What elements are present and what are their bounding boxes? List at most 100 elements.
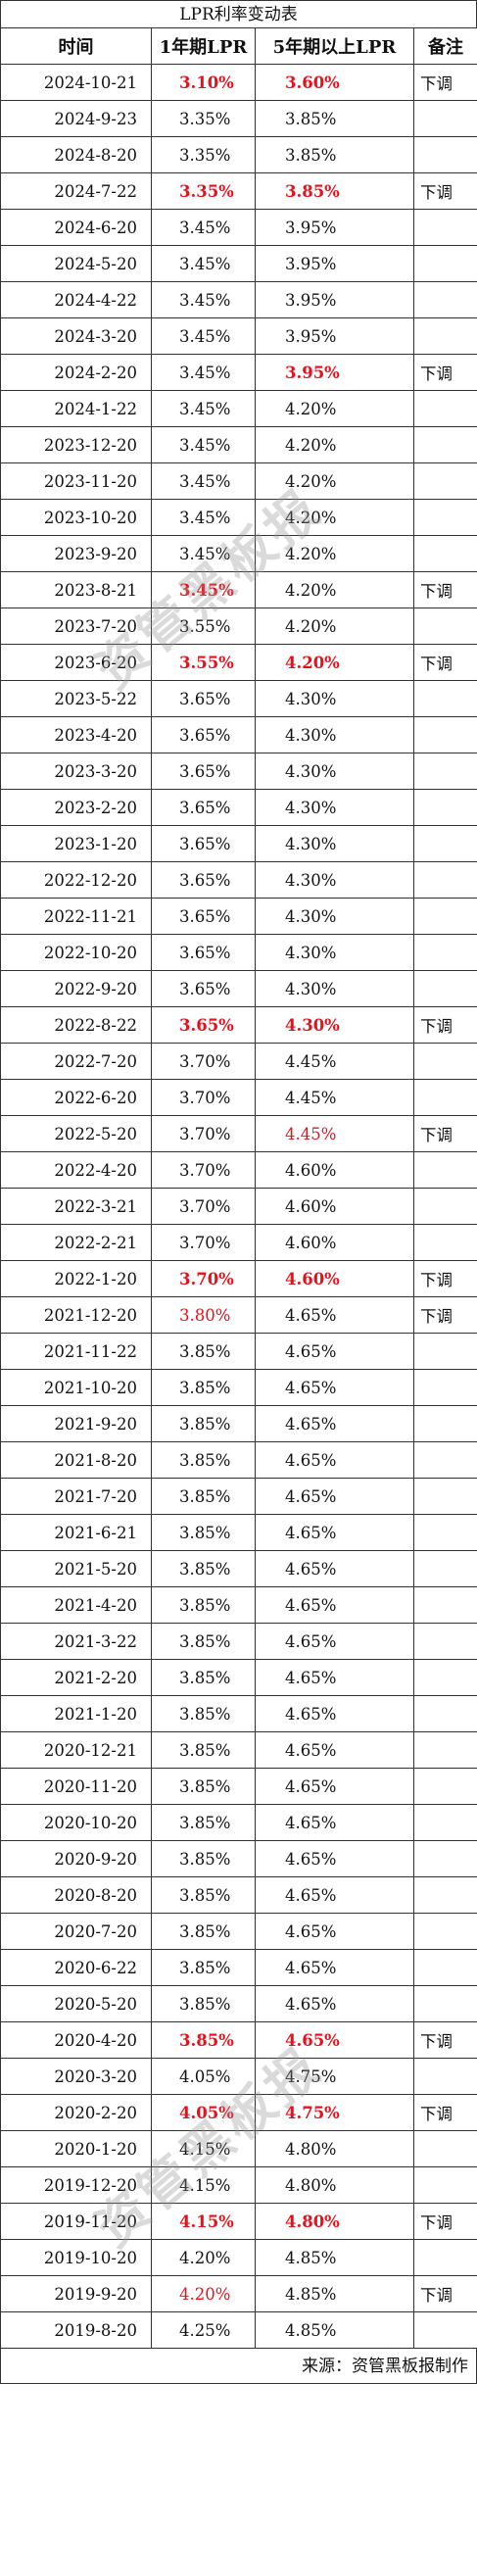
cell-lpr1: 3.45% xyxy=(151,245,256,282)
cell-note: 下调 xyxy=(413,2021,477,2059)
cell-date: 2022-7-20 xyxy=(0,1043,152,1080)
cell-lpr1: 3.45% xyxy=(151,462,256,500)
cell-note xyxy=(413,1514,477,1551)
cell-date: 2019-11-20 xyxy=(0,2203,152,2240)
cell-lpr5: 4.20% xyxy=(255,499,414,536)
cell-lpr1: 3.85% xyxy=(151,1659,256,1696)
cell-date: 2019-10-20 xyxy=(0,2239,152,2276)
cell-note: 下调 xyxy=(413,1115,477,1152)
cell-lpr5: 4.20% xyxy=(255,571,414,608)
table-row: 2021-12-20 3.80% 4.65% 下调 xyxy=(0,1296,477,1334)
cell-note xyxy=(413,209,477,246)
cell-lpr5: 3.95% xyxy=(255,209,414,246)
table-row: 2024-8-20 3.35% 3.85% xyxy=(0,136,477,173)
table-row: 2020-9-20 3.85% 4.65% xyxy=(0,1840,477,1877)
cell-date: 2021-12-20 xyxy=(0,1296,152,1334)
cell-lpr1: 3.85% xyxy=(151,1369,256,1406)
cell-lpr5: 4.20% xyxy=(255,390,414,427)
table-row: 2022-4-20 3.70% 4.60% xyxy=(0,1151,477,1189)
cell-lpr1: 4.20% xyxy=(151,2275,256,2312)
cell-lpr1: 3.65% xyxy=(151,898,256,935)
cell-lpr1: 3.65% xyxy=(151,716,256,753)
cell-lpr1: 3.70% xyxy=(151,1115,256,1152)
cell-lpr5: 4.20% xyxy=(255,644,414,681)
table-row: 2020-8-20 3.85% 4.65% xyxy=(0,1876,477,1914)
table-row: 2024-7-22 3.35% 3.85% 下调 xyxy=(0,172,477,210)
cell-note: 下调 xyxy=(413,172,477,210)
cell-lpr5: 4.85% xyxy=(255,2239,414,2276)
cell-date: 2023-11-20 xyxy=(0,462,152,500)
cell-lpr5: 4.60% xyxy=(255,1188,414,1225)
cell-lpr1: 3.85% xyxy=(151,1514,256,1551)
cell-date: 2020-6-22 xyxy=(0,1949,152,1986)
cell-lpr5: 4.30% xyxy=(255,680,414,717)
cell-lpr5: 4.65% xyxy=(255,1369,414,1406)
cell-note xyxy=(413,2058,477,2095)
cell-note xyxy=(413,1333,477,1370)
cell-note xyxy=(413,608,477,645)
cell-lpr1: 3.45% xyxy=(151,281,256,318)
table-row: 2023-3-20 3.65% 4.30% xyxy=(0,753,477,790)
table-row: 2022-11-21 3.65% 4.30% xyxy=(0,898,477,935)
table-row: 2024-2-20 3.45% 3.95% 下调 xyxy=(0,354,477,391)
cell-date: 2020-11-20 xyxy=(0,1768,152,1805)
table-row: 2024-3-20 3.45% 3.95% xyxy=(0,317,477,355)
cell-date: 2020-1-20 xyxy=(0,2130,152,2167)
lpr-sheet: LPR利率变动表 时间 1年期LPR 5年期以上LPR 备注 2024-10-2… xyxy=(0,0,477,2384)
cell-date: 2021-10-20 xyxy=(0,1369,152,1406)
cell-note xyxy=(413,1586,477,1624)
table-row: 2024-6-20 3.45% 3.95% xyxy=(0,209,477,246)
table-row: 2023-8-21 3.45% 4.20% 下调 xyxy=(0,571,477,608)
table-row: 2020-1-20 4.15% 4.80% xyxy=(0,2130,477,2167)
cell-note xyxy=(413,753,477,790)
cell-lpr5: 4.30% xyxy=(255,898,414,935)
cell-lpr1: 3.85% xyxy=(151,1333,256,1370)
table-row: 2023-12-20 3.45% 4.20% xyxy=(0,426,477,463)
cell-date: 2022-8-22 xyxy=(0,1006,152,1044)
cell-lpr1: 3.85% xyxy=(151,1550,256,1587)
cell-date: 2021-3-22 xyxy=(0,1623,152,1660)
table-row: 2023-6-20 3.55% 4.20% 下调 xyxy=(0,644,477,681)
cell-date: 2021-5-20 xyxy=(0,1550,152,1587)
cell-lpr1: 3.85% xyxy=(151,1876,256,1914)
table-row: 2022-3-21 3.70% 4.60% xyxy=(0,1188,477,1225)
table-row: 2021-7-20 3.85% 4.65% xyxy=(0,1478,477,1515)
table-row: 2021-1-20 3.85% 4.65% xyxy=(0,1695,477,1732)
header-note: 备注 xyxy=(413,27,477,65)
cell-note xyxy=(413,716,477,753)
cell-date: 2024-4-22 xyxy=(0,281,152,318)
cell-date: 2022-2-21 xyxy=(0,1224,152,1261)
cell-lpr5: 3.95% xyxy=(255,354,414,391)
cell-note xyxy=(413,2239,477,2276)
cell-lpr5: 4.65% xyxy=(255,1478,414,1515)
cell-note xyxy=(413,1913,477,1950)
table-row: 2022-6-20 3.70% 4.45% xyxy=(0,1079,477,1116)
cell-date: 2024-10-21 xyxy=(0,64,152,101)
cell-date: 2021-2-20 xyxy=(0,1659,152,1696)
cell-date: 2023-3-20 xyxy=(0,753,152,790)
cell-lpr5: 4.30% xyxy=(255,825,414,862)
cell-lpr5: 4.20% xyxy=(255,462,414,500)
cell-lpr5: 4.80% xyxy=(255,2130,414,2167)
cell-date: 2023-10-20 xyxy=(0,499,152,536)
cell-note xyxy=(413,934,477,971)
header-date: 时间 xyxy=(0,27,152,65)
cell-lpr1: 3.65% xyxy=(151,753,256,790)
cell-lpr1: 3.35% xyxy=(151,172,256,210)
cell-note xyxy=(413,1369,477,1406)
cell-lpr5: 4.65% xyxy=(255,1695,414,1732)
cell-lpr1: 3.65% xyxy=(151,825,256,862)
cell-date: 2023-5-22 xyxy=(0,680,152,717)
table-row: 2020-2-20 4.05% 4.75% 下调 xyxy=(0,2094,477,2131)
cell-lpr1: 3.65% xyxy=(151,680,256,717)
table-body: 2024-10-21 3.10% 3.60% 下调 2024-9-23 3.35% 3.85… xyxy=(0,64,477,2349)
table-row: 2023-10-20 3.45% 4.20% xyxy=(0,499,477,536)
cell-date: 2024-3-20 xyxy=(0,317,152,355)
cell-lpr1: 3.70% xyxy=(151,1151,256,1189)
cell-date: 2020-2-20 xyxy=(0,2094,152,2131)
table-row: 2022-5-20 3.70% 4.45% 下调 xyxy=(0,1115,477,1152)
cell-note: 下调 xyxy=(413,2203,477,2240)
cell-note: 下调 xyxy=(413,354,477,391)
cell-date: 2022-4-20 xyxy=(0,1151,152,1189)
cell-lpr1: 3.70% xyxy=(151,1043,256,1080)
